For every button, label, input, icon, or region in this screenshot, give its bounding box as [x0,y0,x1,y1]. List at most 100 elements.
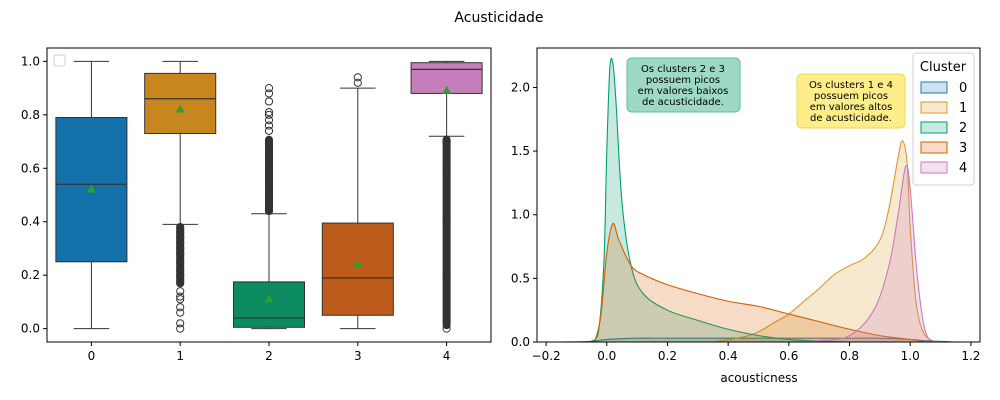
outlier-band [265,135,273,215]
boxplot-panel: 0.0 0.2 0.4 0.6 0.8 1.0 0 1 2 3 4 [21,47,492,363]
legend-label: 1 [959,101,967,116]
outlier-point [264,126,274,135]
series-line [594,222,926,343]
annotation-high-peaks: Os clusters 1 e 4 possuem picos em valor… [796,73,906,129]
annotation-low-peaks: Os clusters 2 e 3 possuem picos em valor… [626,57,741,113]
outlier-point [176,295,185,304]
outlier-point [442,217,451,226]
box-1 [144,60,217,333]
y-tick-label: 1.0 [21,54,40,68]
annotation-line: em valores altos [810,102,893,113]
legend-swatch [920,81,948,94]
series-line [712,140,941,343]
box-iqr [321,222,394,316]
outlier-point [176,279,185,288]
outlier-point [176,287,185,296]
y-tick-label: 0.4 [21,215,40,229]
outlier-point [264,177,274,186]
annotation-line: em valores baixos [638,86,729,97]
outlier-point [176,249,185,258]
x-tick-label: 1.2 [961,349,980,363]
x-axis-label: acousticness [720,371,797,385]
outlier-point [176,292,185,301]
outlier-point [264,108,274,117]
box-4 [410,60,483,333]
outlier-point [264,137,274,146]
kde-panel: 0.00.51.01.52.0−0.2 0.0 0.2 0.4 0.6 0.8 1.0 1.2… [511,47,981,385]
right-axes-frame [536,47,981,343]
y-tick-label: 0.6 [21,161,40,175]
annotation-line: de acusticidade. [642,97,724,108]
legend-label: 4 [959,161,967,176]
outlier-point [442,324,451,333]
series-1 [712,140,941,343]
x-tick-label: −0.2 [532,349,561,363]
x-tick-label: 0.4 [719,349,738,363]
series-area [561,338,956,342]
series-area [788,165,941,342]
box-iqr [144,72,217,135]
mean-marker [264,294,274,303]
legend-label: 0 [959,81,967,96]
series-area [712,140,941,342]
y-tick-label: 0.0 [21,322,40,336]
outlier-point [176,257,185,266]
outlier-point [264,83,274,93]
outlier-point [264,201,274,210]
annotation-box [796,73,906,129]
outlier-point [176,265,185,274]
outlier-point [264,150,274,160]
outlier-point [176,271,185,280]
x-tick-label: 0 [88,349,96,363]
outlier-point [176,233,185,242]
box-0 [55,60,128,330]
annotation-line: Os clusters 2 e 3 [641,64,725,75]
legend-entry: 4 [920,161,967,176]
x-tick-label: 1.0 [901,349,920,363]
legend-swatch [920,141,948,154]
series-line [588,57,850,343]
outlier-point [264,97,274,106]
legend-entry: 3 [920,141,967,156]
x-tick-label: 3 [354,349,362,363]
y-tick-label: 1.0 [511,208,530,222]
y-tick-label: 0.2 [21,268,40,282]
y-tick-label: 0.8 [21,108,40,122]
box-2 [232,83,306,330]
legend-entry: 0 [920,81,967,96]
outlier-point [264,89,274,98]
legend-title: Cluster [920,60,967,75]
y-tick-label: 1.5 [511,144,530,158]
figure-title: Acusticidade [454,10,543,26]
annotation-line: possuem picos [646,75,720,86]
legend-label: 2 [959,121,967,136]
outlier-point [264,190,274,200]
legend-swatch [920,161,948,174]
legend-swatch [920,121,948,134]
legend-entry: 1 [920,101,967,116]
outlier-point [176,244,185,253]
box-3 [321,73,394,330]
outlier-point [353,73,362,82]
y-tick-label: 0.5 [511,271,530,285]
mean-marker [353,259,363,268]
left-legend-box [53,54,66,67]
outlier-point [264,121,274,130]
x-tick-label: 0.8 [840,349,859,363]
left-axes-frame [46,47,492,343]
outlier-point [176,228,185,237]
legend-entry: 2 [920,121,967,136]
x-tick-label: 4 [443,349,451,363]
outlier-point [176,319,185,328]
outlier-point [176,239,185,248]
y-tick-label: 2.0 [511,80,530,94]
box-iqr [232,281,306,328]
legend-label: 3 [959,141,967,156]
outlier-band [176,223,185,287]
annotation-line: Os clusters 1 e 4 [809,80,893,91]
series-2 [588,57,850,343]
legend-swatch [920,101,948,114]
outlier-point [176,222,185,232]
x-tick-label: 0.2 [658,349,677,363]
